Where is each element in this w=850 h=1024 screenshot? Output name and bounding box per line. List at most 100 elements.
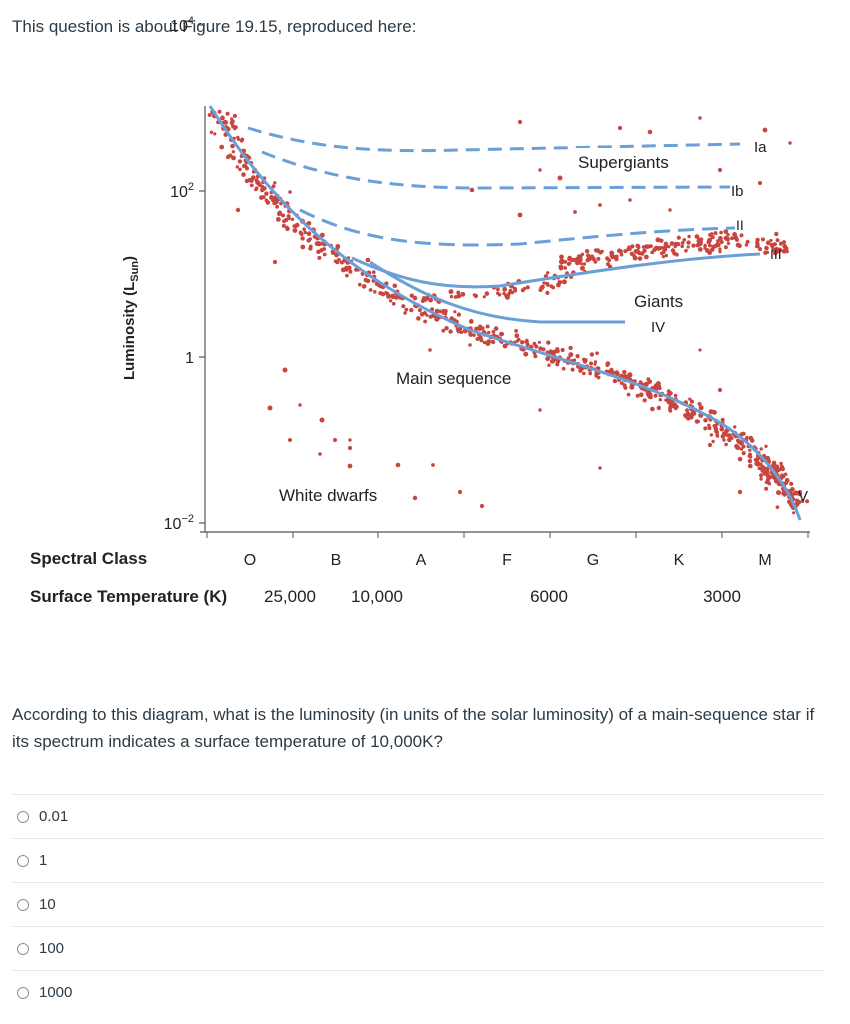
star-point	[207, 113, 212, 117]
star-point	[347, 463, 353, 469]
star-point	[664, 253, 669, 258]
star-point	[538, 346, 543, 351]
spectral-class-O: O	[244, 552, 256, 569]
star-point	[594, 373, 599, 378]
star-point	[317, 255, 322, 260]
star-point	[538, 408, 542, 412]
star-point	[558, 259, 564, 265]
star-point	[709, 433, 714, 437]
star-point	[694, 234, 700, 239]
star-point	[775, 505, 780, 510]
star-point	[361, 284, 367, 289]
star-point	[568, 352, 574, 358]
star-point	[637, 256, 643, 261]
star-point	[758, 247, 762, 252]
star-point	[753, 457, 759, 463]
star-point	[545, 290, 550, 295]
star-point	[235, 207, 241, 213]
star-point	[626, 392, 631, 397]
star-point	[220, 115, 225, 121]
star-point	[316, 249, 321, 254]
temperature-tick-2: 6000	[530, 587, 568, 606]
star-point	[782, 244, 788, 249]
star-point	[306, 221, 312, 226]
star-point	[555, 347, 560, 352]
answer-option-4[interactable]: 100	[12, 926, 824, 970]
star-point	[772, 242, 778, 247]
star-point	[676, 235, 681, 240]
intro-text: This question is about Figure 19.15, rep…	[12, 17, 417, 36]
radio-icon[interactable]	[17, 854, 29, 867]
star-point	[641, 245, 646, 249]
star-point	[736, 439, 741, 444]
class-iii-label: III	[770, 246, 782, 262]
star-point	[502, 291, 506, 296]
y-ticks: 104 102 1 10−2	[164, 15, 205, 533]
star-point	[556, 282, 561, 288]
star-point	[654, 383, 658, 387]
answer-option-1[interactable]: 0.01	[12, 794, 824, 838]
star-point	[673, 244, 677, 249]
temperature-tick-3: 3000	[703, 587, 741, 606]
star-point	[265, 200, 271, 205]
star-point	[347, 445, 353, 451]
star-point	[632, 254, 637, 258]
star-point	[774, 231, 779, 237]
star-point	[589, 361, 593, 366]
star-point	[609, 250, 615, 256]
star-point	[428, 297, 433, 303]
star-point	[764, 444, 768, 448]
star-point	[667, 244, 671, 249]
star-point	[628, 198, 632, 202]
star-point	[668, 404, 673, 410]
star-point	[689, 399, 695, 404]
star-point	[657, 385, 662, 391]
star-point	[735, 445, 741, 451]
star-point	[444, 326, 449, 331]
star-point	[225, 111, 230, 116]
star-point	[504, 294, 510, 300]
star-point	[209, 130, 214, 134]
star-point	[716, 239, 720, 243]
star-point	[793, 490, 799, 496]
radio-icon[interactable]	[17, 986, 29, 999]
star-point	[306, 231, 312, 236]
temperature-tick-0: 25,000	[264, 587, 316, 606]
star-point	[388, 299, 393, 303]
answer-option-2[interactable]: 1	[12, 838, 824, 882]
star-point	[684, 248, 688, 253]
star-point	[545, 281, 550, 286]
star-point	[737, 456, 743, 462]
star-point	[619, 252, 624, 257]
star-point	[575, 354, 580, 359]
star-point	[739, 233, 744, 238]
star-point	[703, 426, 708, 431]
star-point	[715, 430, 720, 435]
star-point	[765, 240, 771, 245]
radio-icon[interactable]	[17, 898, 29, 911]
answer-label: 100	[39, 940, 65, 957]
answer-option-5[interactable]: 1000	[12, 970, 824, 1014]
star-point	[789, 481, 794, 486]
star-point	[633, 249, 638, 254]
star-point	[595, 248, 601, 254]
spectral-class-M: M	[758, 552, 771, 569]
radio-icon[interactable]	[17, 810, 29, 823]
star-point	[648, 244, 653, 249]
answer-option-3[interactable]: 10	[12, 882, 824, 926]
radio-icon[interactable]	[17, 942, 29, 955]
star-point	[318, 452, 322, 456]
star-point	[719, 230, 723, 235]
star-point	[605, 363, 609, 368]
star-point	[703, 246, 707, 250]
star-point	[547, 363, 551, 367]
star-point	[288, 190, 292, 194]
star-point	[335, 260, 340, 265]
star-point	[584, 249, 590, 254]
temperature-ticks: 25,000 10,000 6000 3000	[264, 587, 741, 606]
star-point	[298, 230, 303, 235]
star-point	[642, 398, 647, 403]
star-point	[348, 438, 352, 442]
star-point	[733, 425, 737, 429]
star-point	[540, 284, 545, 289]
